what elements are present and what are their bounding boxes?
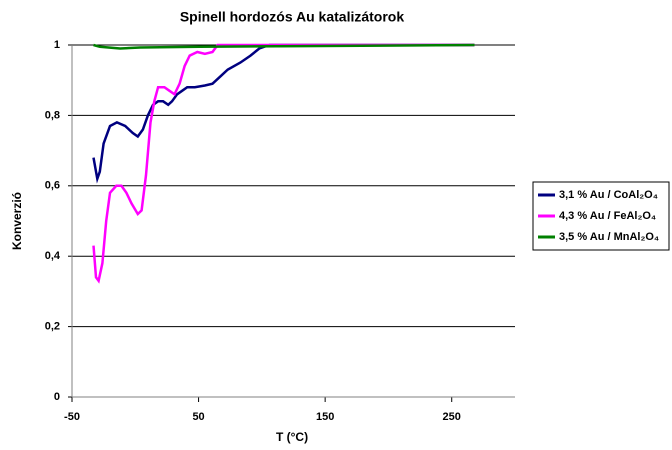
series-line (92, 43, 475, 184)
series-line (93, 43, 475, 50)
x-tick-label: 250 (443, 411, 461, 423)
y-tick-label: 0 (54, 391, 60, 403)
y-tick-label: 0,4 (45, 250, 61, 262)
legend-label: 4,3 % Au / FeAl₂O₄ (559, 210, 656, 222)
y-tick-label: 1 (54, 39, 60, 51)
x-tick-label: 50 (192, 411, 204, 423)
y-axis-label: Konverzió (10, 192, 24, 250)
legend-label: 3,5 % Au / MnAl₂O₄ (559, 231, 659, 243)
x-tick-label: 150 (316, 411, 334, 423)
series-line (92, 43, 475, 284)
legend-box (532, 181, 670, 251)
chart-title: Spinell hordozós Au katalizátorok (180, 9, 405, 25)
y-tick-label: 0,2 (45, 321, 60, 333)
legend-label: 3,1 % Au / CoAl₂O₄ (559, 189, 658, 201)
x-tick-label: -50 (64, 411, 80, 423)
x-axis-label: T (°C) (276, 430, 308, 444)
y-tick-label: 0,6 (45, 180, 60, 192)
y-tick-label: 0,8 (45, 109, 60, 121)
